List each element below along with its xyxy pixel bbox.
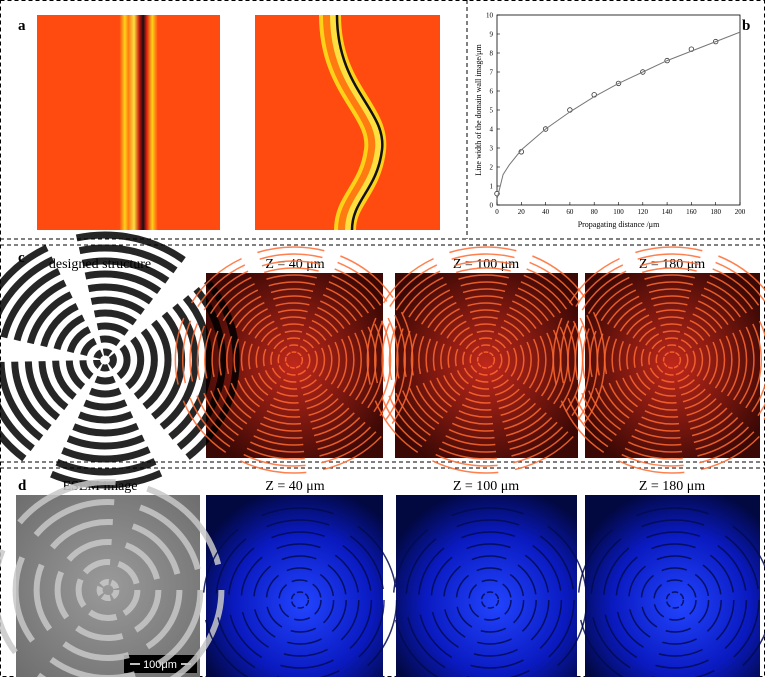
y-tick-label: 5 <box>490 107 494 115</box>
image-title: Z = 180 μm <box>639 257 705 272</box>
x-tick-label: 160 <box>686 208 697 216</box>
x-tick-label: 60 <box>566 208 574 216</box>
y-tick-label: 3 <box>490 145 494 153</box>
y-tick-label: 0 <box>490 202 494 210</box>
image-title: Z = 180 μm <box>639 479 705 494</box>
y-tick-label: 2 <box>490 164 494 172</box>
x-tick-label: 20 <box>518 208 526 216</box>
image-title: Z = 100 μm <box>453 257 519 272</box>
x-tick-label: 180 <box>710 208 721 216</box>
fit-curve <box>497 32 740 199</box>
x-tick-label: 100 <box>613 208 624 216</box>
y-tick-label: 1 <box>490 183 494 191</box>
image-title: Z = 40 μm <box>265 479 324 494</box>
panel-label: b <box>742 18 750 34</box>
y-tick-label: 9 <box>490 31 494 39</box>
figure: a b 0 20 40 60 80 100 120 140 160 180 200 0 1 2 3 4 5 6 7 8… <box>0 0 765 677</box>
intensity-image <box>585 495 760 677</box>
x-tick-label: 40 <box>542 208 550 216</box>
panel-label: d <box>18 478 27 494</box>
image-title: Z = 100 μm <box>453 479 519 494</box>
y-axis-label: Line width of the domain wall image/μm <box>474 44 483 176</box>
x-tick-label: 0 <box>495 208 499 216</box>
y-tick-label: 7 <box>490 69 494 77</box>
line-width-chart: 0 20 40 60 80 100 120 140 160 180 200 0 1 2 3 4 5 6 7 8 9 10 P… <box>474 12 746 230</box>
x-tick-label: 120 <box>638 208 649 216</box>
x-tick-label: 80 <box>591 208 599 216</box>
y-tick-label: 10 <box>486 12 494 20</box>
y-tick-label: 4 <box>490 126 494 134</box>
simulation-image <box>37 15 220 230</box>
x-axis-label: Propagating distance /μm <box>578 220 660 229</box>
intensity-image <box>396 495 577 677</box>
plot-frame <box>497 15 740 205</box>
x-tick-label: 140 <box>662 208 673 216</box>
y-tick-label: 8 <box>490 50 494 58</box>
x-tick-label: 200 <box>735 208 746 216</box>
y-tick-label: 6 <box>490 88 494 96</box>
panel-label: a <box>18 18 26 34</box>
